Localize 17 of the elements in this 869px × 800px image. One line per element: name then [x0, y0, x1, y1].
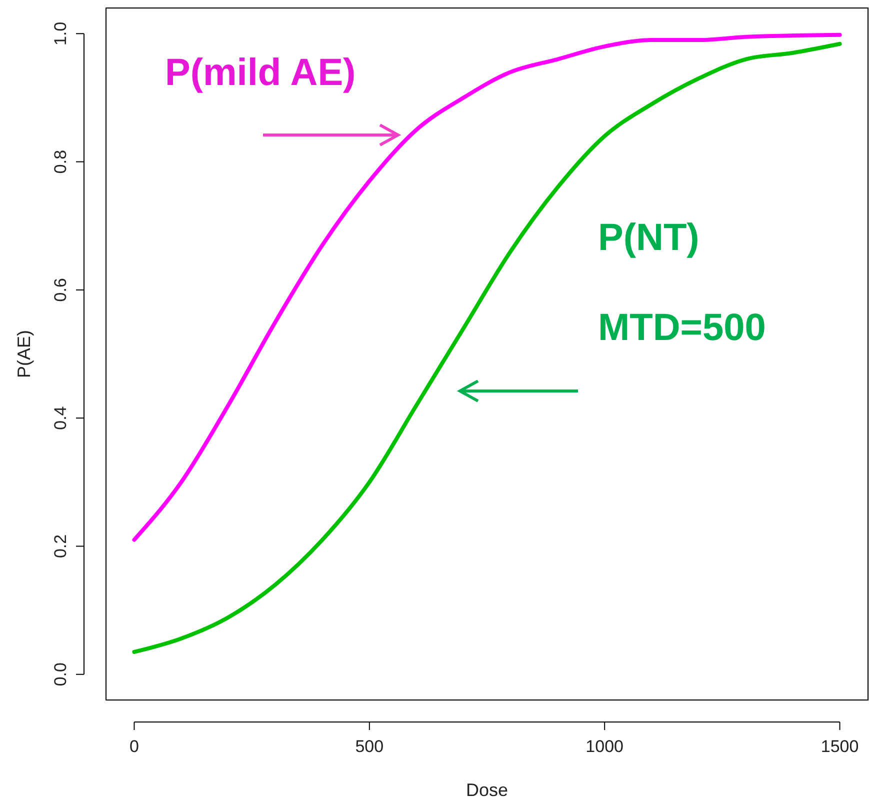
x-tick-label: 0	[129, 737, 139, 756]
y-tick-label: 0.8	[51, 150, 70, 174]
line-series	[132, 32, 842, 542]
line-series	[132, 42, 842, 654]
x-tick-label: 1000	[586, 737, 624, 756]
y-tick-label: 0.2	[51, 534, 70, 558]
series-label: P(NT)	[598, 217, 700, 259]
x-axis-title: Dose	[466, 780, 508, 800]
y-tick-label: 0.4	[51, 406, 70, 430]
y-tick-label: 0.0	[51, 662, 70, 686]
x-tick-label: 1500	[820, 737, 859, 756]
x-tick-label: 500	[355, 737, 384, 756]
annotation: MTD=500	[598, 307, 766, 349]
y-tick-label: 0.6	[51, 278, 70, 302]
series-label: P(mild AE)	[165, 52, 356, 94]
y-tick-label: 1.0	[51, 22, 70, 46]
y-axis-title: P(AE)	[14, 330, 34, 378]
